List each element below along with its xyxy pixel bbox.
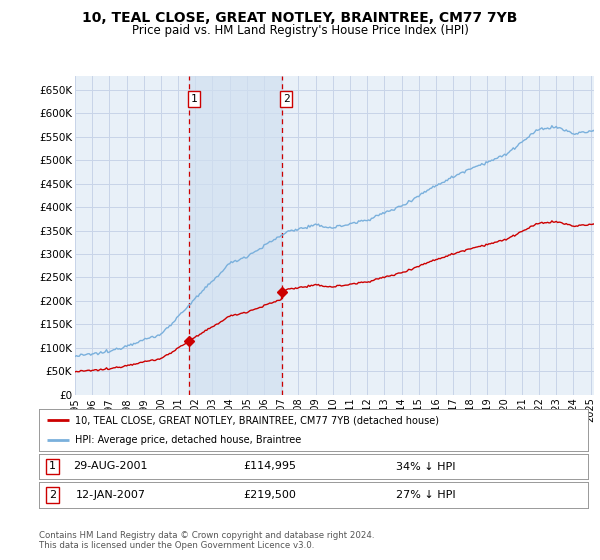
Text: 34% ↓ HPI: 34% ↓ HPI [396, 461, 455, 472]
Text: £114,995: £114,995 [243, 461, 296, 472]
Text: Contains HM Land Registry data © Crown copyright and database right 2024.
This d: Contains HM Land Registry data © Crown c… [39, 531, 374, 550]
Text: 10, TEAL CLOSE, GREAT NOTLEY, BRAINTREE, CM77 7YB: 10, TEAL CLOSE, GREAT NOTLEY, BRAINTREE,… [82, 11, 518, 25]
Text: HPI: Average price, detached house, Braintree: HPI: Average price, detached house, Brai… [74, 435, 301, 445]
Text: £219,500: £219,500 [243, 490, 296, 500]
Text: 1: 1 [190, 94, 197, 104]
Text: 29-AUG-2001: 29-AUG-2001 [73, 461, 148, 472]
Text: 12-JAN-2007: 12-JAN-2007 [76, 490, 145, 500]
Text: 10, TEAL CLOSE, GREAT NOTLEY, BRAINTREE, CM77 7YB (detached house): 10, TEAL CLOSE, GREAT NOTLEY, BRAINTREE,… [74, 415, 439, 425]
Text: 2: 2 [283, 94, 290, 104]
Text: 2: 2 [49, 490, 56, 500]
Text: Price paid vs. HM Land Registry's House Price Index (HPI): Price paid vs. HM Land Registry's House … [131, 24, 469, 36]
Text: 27% ↓ HPI: 27% ↓ HPI [396, 490, 455, 500]
Text: 1: 1 [49, 461, 56, 472]
Bar [190, 76, 282, 395]
